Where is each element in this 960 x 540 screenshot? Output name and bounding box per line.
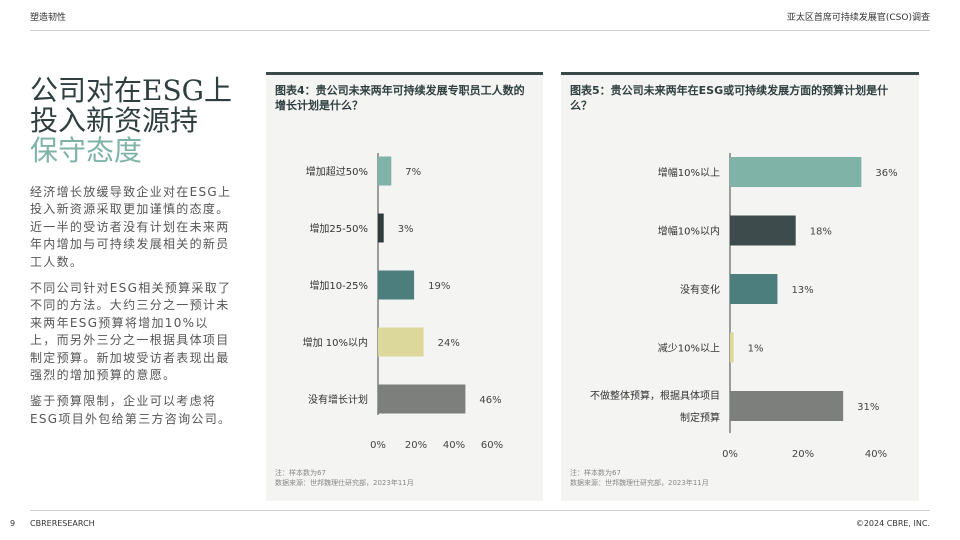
- chart-4-tick-label: 0%: [370, 440, 386, 451]
- chart-4-data-label: 19%: [428, 281, 450, 292]
- chart-5-bar: [730, 215, 796, 246]
- body-paragraph-3: 鉴于预算限制，企业可以考虑将ESG项目外包给第三方咨询公司。: [30, 394, 232, 426]
- chart-5-note: 注：样本数为67: [570, 469, 621, 477]
- chart-5-title: 图表5：贵公司未来两年在ESG或可持续发展方面的预算计划是什么？: [570, 84, 889, 112]
- header-section-label: 塑造韧性: [30, 13, 67, 23]
- chart-5-bar: [730, 332, 734, 363]
- chart-4-data-label: 3%: [398, 224, 414, 235]
- chart-5-data-label: 1%: [748, 344, 764, 355]
- chart-panel-4: 图表4：贵公司未来两年可持续发展专职员工人数的增长计划是什么？ 7% 增加超过50…: [266, 72, 543, 501]
- chart-5-bar: [730, 391, 844, 421]
- chart-4-bar: [378, 156, 392, 186]
- chart-5-tick-label: 0%: [722, 449, 738, 460]
- chart-4-source: 数据来源：世邦魏理仕研究部，2023年11月: [275, 479, 414, 487]
- chart-4-data-label: 24%: [438, 338, 460, 349]
- chart-5-category-label: 没有变化: [680, 283, 720, 296]
- chart-5-tick-label: 20%: [792, 449, 814, 460]
- chart-4-title: 图表4：贵公司未来两年可持续发展专职员工人数的增长计划是什么？: [275, 84, 525, 112]
- chart-4-bar: [378, 270, 415, 300]
- footer-brand: CBRERESEARCH: [30, 519, 95, 528]
- chart-4-plot: 7% 增加超过50% 3% 增加25-50% 19% 增加10-25% 24% 增加 10%以…: [303, 153, 503, 451]
- chart-5-data-label: 18%: [810, 227, 832, 238]
- chart-5-data-label: 31%: [857, 402, 879, 413]
- chart-5-data-label: 13%: [791, 285, 813, 296]
- chart-5-notes: 注：样本数为67 数据来源：世邦魏理仕研究部，2023年11月: [570, 468, 709, 488]
- chart-4-category-label: 增加25-50%: [309, 222, 368, 235]
- page-title-line-1: 公司对在ESG上: [30, 74, 232, 107]
- body-text: 经济增长放缓导致企业对在ESG上投入新资源采取更加谨慎的态度。近一半的受访者没有…: [30, 184, 235, 437]
- chart-4-category-label: 增加 10%以内: [303, 336, 368, 349]
- chart-4-note: 注：样本数为67: [275, 469, 326, 477]
- chart-5-category-label: 增幅10%以上: [658, 166, 720, 179]
- chart-5-category-label: 减少10%以上: [658, 343, 720, 355]
- footer-divider: [30, 510, 930, 511]
- body-paragraph-1: 经济增长放缓导致企业对在ESG上投入新资源采取更加谨慎的态度。近一半的受访者没有…: [30, 185, 232, 269]
- header-report-title: 亚太区首席可持续发展官(CSO)调查: [786, 13, 930, 23]
- chart-4-category-label: 增加超过50%: [306, 165, 368, 178]
- footer-copyright: ©2024 CBRE, INC.: [855, 519, 930, 528]
- chart-4-bar: [378, 384, 466, 414]
- chart-5-category-label: 制定预算: [680, 411, 720, 424]
- page-title: 公司对在ESG上 投入新资源持 保守态度: [30, 76, 250, 166]
- chart-4-bar: [378, 327, 424, 357]
- header-divider: [30, 30, 930, 31]
- chart-4-tick-label: 20%: [405, 440, 427, 451]
- page-title-line-2: 投入新资源持: [30, 104, 199, 137]
- chart-5-data-label: 36%: [875, 168, 897, 179]
- chart-4-notes: 注：样本数为67 数据来源：世邦魏理仕研究部，2023年11月: [275, 468, 414, 488]
- chart-panel-5: 图表5：贵公司未来两年在ESG或可持续发展方面的预算计划是什么？ 36% 增幅10…: [561, 72, 919, 501]
- chart-5-bar: [730, 274, 778, 304]
- chart-4-data-label: 7%: [405, 167, 421, 178]
- chart-5-bar: [730, 157, 862, 187]
- page-title-line-3: 保守态度: [30, 134, 143, 167]
- chart-4-tick-label: 60%: [481, 440, 503, 451]
- body-paragraph-2: 不同公司针对ESG相关预算采取了不同的方法。大约三分之一预计未来两年ESG预算将…: [30, 281, 232, 383]
- chart-4-category-label: 没有增长计划: [308, 393, 368, 406]
- chart-5-plot: 36% 增幅10%以上 18% 增幅10%以内 13% 没有变化 1% 减少10%以上 31% 不…: [590, 153, 898, 460]
- page-number: 9: [10, 519, 16, 528]
- chart-4-category-label: 增加10-25%: [309, 279, 368, 292]
- chart-5-category-label: 不做整体预算，根据具体项目: [590, 389, 720, 402]
- chart-5-tick-label: 40%: [865, 449, 887, 460]
- chart-5-category-label: 增幅10%以内: [658, 225, 720, 238]
- chart-4-bar: [378, 213, 384, 243]
- chart-4-tick-label: 40%: [443, 440, 465, 451]
- chart-5-source: 数据来源：世邦魏理仕研究部，2023年11月: [570, 479, 709, 487]
- chart-4-data-label: 46%: [479, 395, 501, 406]
